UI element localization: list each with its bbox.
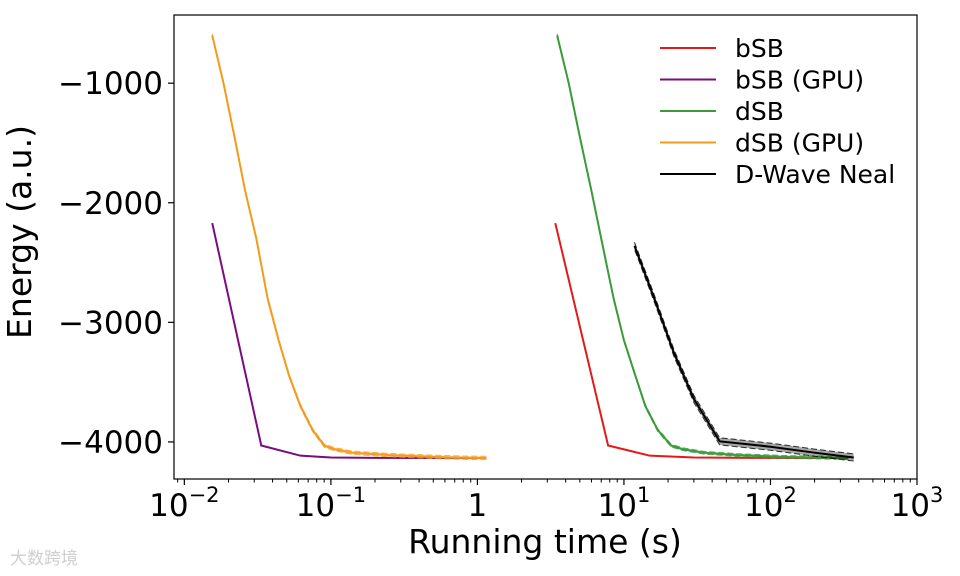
x-axis: 10−2 10−1 1 101 102 103 bbox=[149, 479, 943, 524]
x-tick-label: 103 bbox=[891, 483, 944, 524]
y-axis: −1000 −2000 −3000 −4000 bbox=[58, 66, 174, 461]
series-line-bsb-gpu bbox=[211, 222, 487, 459]
series-line-dsb-gpu bbox=[211, 35, 487, 459]
y-tick-label: −3000 bbox=[58, 305, 163, 341]
x-tick-label: 1 bbox=[468, 488, 488, 524]
legend-label-bsb: bSB bbox=[735, 34, 784, 63]
confidence-band-d-wave-neal bbox=[634, 242, 854, 462]
y-tick-label: −4000 bbox=[58, 425, 163, 461]
series-line-d-wave-neal bbox=[633, 245, 854, 459]
legend-label-dsb: dSB bbox=[735, 97, 784, 126]
x-tick-label: 101 bbox=[598, 483, 651, 524]
x-tick-label: 10−2 bbox=[149, 483, 219, 524]
y-tick-label: −1000 bbox=[58, 66, 163, 102]
confidence-band-dsb bbox=[557, 33, 849, 460]
legend-label-d-wave-neal: D-Wave Neal bbox=[735, 160, 895, 189]
y-axis-label: Energy (a.u.) bbox=[0, 125, 39, 339]
plot-frame bbox=[173, 14, 918, 480]
band-lower-d-wave-neal bbox=[634, 249, 854, 462]
confidence-band-dsb-gpu bbox=[212, 33, 487, 460]
legend-label-dsb-gpu: dSB (GPU) bbox=[735, 129, 864, 158]
x-tick-label: 10−1 bbox=[296, 483, 366, 524]
legend: bSB bSB (GPU)dSB dSB (GPU)D-Wave Neal bbox=[660, 34, 895, 189]
band-lower-dsb bbox=[556, 36, 849, 460]
y-tick-label: −2000 bbox=[58, 186, 163, 222]
band-upper-d-wave-neal bbox=[634, 242, 854, 455]
watermark-text: 大数跨境 bbox=[10, 549, 78, 569]
x-tick-label: 102 bbox=[744, 483, 797, 524]
series-line-bsb bbox=[554, 222, 845, 459]
series-line-dsb bbox=[556, 35, 849, 459]
band-lower-dsb-gpu bbox=[211, 36, 487, 461]
band-upper-dsb bbox=[556, 33, 849, 458]
band-upper-dsb-gpu bbox=[211, 33, 487, 457]
x-axis-label: Running time (s) bbox=[408, 522, 682, 561]
plot-content bbox=[211, 33, 854, 462]
legend-label-bsb-gpu: bSB (GPU) bbox=[735, 66, 864, 95]
